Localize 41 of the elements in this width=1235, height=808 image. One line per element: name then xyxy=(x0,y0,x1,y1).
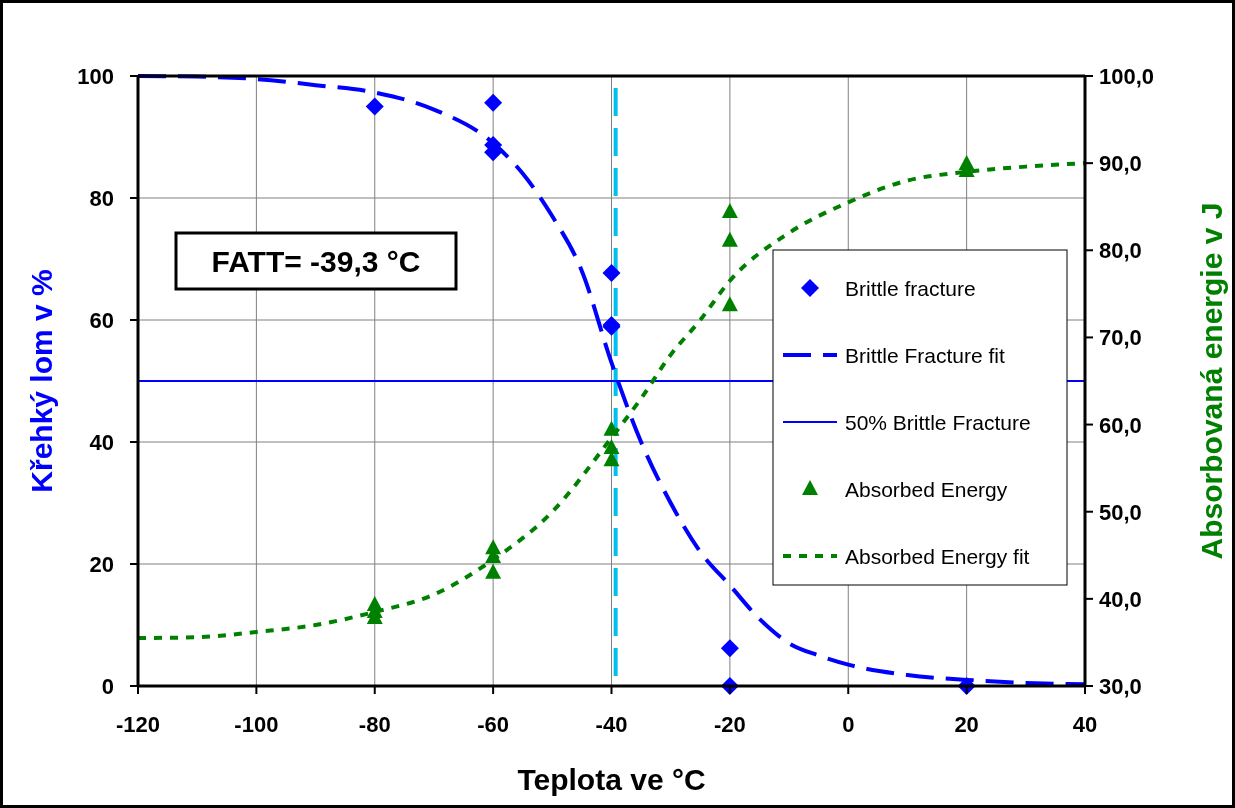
point xyxy=(721,202,738,218)
x-tick-label: -80 xyxy=(358,712,391,737)
point xyxy=(721,296,738,312)
point xyxy=(484,93,503,112)
y2-tick-label: 70,0 xyxy=(1099,325,1142,351)
x-tick-label: -60 xyxy=(477,712,510,737)
x-axis-title: Teplota ve °C xyxy=(517,763,706,796)
point xyxy=(720,639,739,658)
annotation: FATT= -39,3 °C xyxy=(211,245,421,278)
y2-tick-label: 100,0 xyxy=(1099,64,1155,89)
y-tick-label: 40 xyxy=(89,430,114,455)
point xyxy=(721,231,738,247)
y2-tick-label: 50,0 xyxy=(1099,499,1142,525)
y2-axis-title: Absorbovaná energie v J xyxy=(1195,202,1228,560)
legend-label: 50% Brittle Fracture xyxy=(845,411,1031,434)
x-tick-label: -20 xyxy=(713,712,746,737)
y-axis-title: Křehký lom v % xyxy=(25,269,58,493)
legend-label: Absorbed Energy fit xyxy=(845,545,1030,568)
legend-label: Brittle Fracture fit xyxy=(845,344,1006,367)
y-tick-label: 80 xyxy=(89,186,114,211)
x-tick-label: -100 xyxy=(234,712,279,737)
x-tick-label: 0 xyxy=(842,712,855,737)
y-tick-label: 60 xyxy=(89,308,114,333)
y2-tick-label: 30,0 xyxy=(1099,674,1142,699)
x-tick-label: -120 xyxy=(115,712,161,737)
legend-label: Absorbed Energy xyxy=(845,478,1008,501)
point xyxy=(602,264,621,283)
y-tick-label: 100 xyxy=(77,64,114,89)
y-tick-label: 20 xyxy=(89,552,114,577)
y2-tick-label: 80,0 xyxy=(1099,238,1142,264)
legend-label: Brittle fracture xyxy=(845,277,976,300)
x-tick-label: 40 xyxy=(1072,712,1098,737)
x-tick-label: 20 xyxy=(954,712,979,737)
y2-tick-label: 60,0 xyxy=(1099,412,1142,438)
y2-tick-label: 40,0 xyxy=(1099,586,1142,612)
y2-tick-label: 90,0 xyxy=(1099,151,1142,177)
point xyxy=(485,563,502,579)
y-tick-label: 0 xyxy=(101,674,114,699)
point xyxy=(603,439,620,455)
x-tick-label: -40 xyxy=(595,712,628,737)
point xyxy=(365,97,384,116)
